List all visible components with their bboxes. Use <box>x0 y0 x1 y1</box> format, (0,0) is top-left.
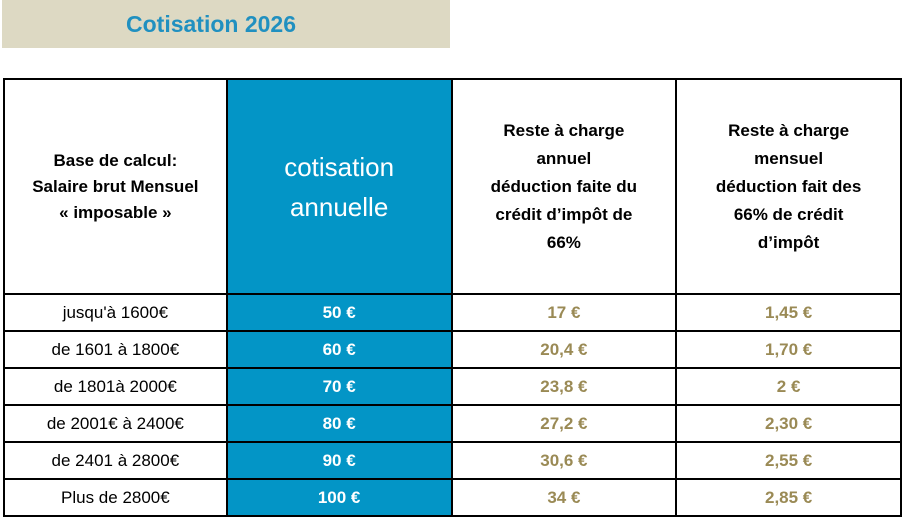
cell-base: de 2401 à 2800€ <box>3 441 228 480</box>
cell-base: Plus de 2800€ <box>3 478 228 517</box>
cell-cotisation: 90 € <box>225 441 453 480</box>
header-reste-annuel-line: crédit d’impôt de <box>495 204 633 224</box>
cell-reste-mensuel: 2,30 € <box>675 404 902 443</box>
cell-reste-mensuel: 2 € <box>675 367 902 406</box>
table-row: de 1601 à 1800€ 60 € 20,4 € 1,70 € <box>3 330 902 369</box>
cell-reste-annuel: 17 € <box>450 293 678 332</box>
cell-reste-mensuel: 1,70 € <box>675 330 902 369</box>
cell-reste-mensuel: 2,55 € <box>675 441 902 480</box>
header-reste-mensuel-line: d’impôt <box>757 232 820 252</box>
cell-reste-mensuel: 2,85 € <box>675 478 902 517</box>
cotisation-table: Base de calcul: Salaire brut Mensuel « i… <box>3 78 902 517</box>
header-base-line: Base de calcul: <box>53 150 178 170</box>
header-reste-mensuel-line: Reste à charge <box>728 120 850 140</box>
cell-reste-annuel: 27,2 € <box>450 404 678 443</box>
header-reste-mensuel-line: mensuel <box>754 148 824 168</box>
page-title: Cotisation 2026 <box>126 10 296 37</box>
table-row: Plus de 2800€ 100 € 34 € 2,85 € <box>3 478 902 517</box>
table-row: jusqu'à 1600€ 50 € 17 € 1,45 € <box>3 293 902 332</box>
table-row: de 2401 à 2800€ 90 € 30,6 € 2,55 € <box>3 441 902 480</box>
header-cotisation-line: annuelle <box>289 191 389 222</box>
cell-base: jusqu'à 1600€ <box>3 293 228 332</box>
header-reste-annuel-line: 66% <box>546 232 581 252</box>
cell-cotisation: 60 € <box>225 330 453 369</box>
header-reste-mensuel-line: déduction fait des <box>715 176 862 196</box>
cell-reste-annuel: 34 € <box>450 478 678 517</box>
header-reste-annuel-line: déduction faite du <box>490 176 638 196</box>
table-row: de 1801à 2000€ 70 € 23,8 € 2 € <box>3 367 902 406</box>
header-reste-annuel: Reste à charge annuel déduction faite du… <box>450 78 678 295</box>
cell-reste-annuel: 30,6 € <box>450 441 678 480</box>
header-reste-mensuel: Reste à charge mensuel déduction fait de… <box>675 78 902 295</box>
cell-reste-annuel: 23,8 € <box>450 367 678 406</box>
cell-cotisation: 50 € <box>225 293 453 332</box>
header-reste-annuel-line: annuel <box>536 148 592 168</box>
cell-cotisation: 80 € <box>225 404 453 443</box>
cell-base: de 2001€ à 2400€ <box>3 404 228 443</box>
header-reste-annuel-line: Reste à charge <box>503 120 625 140</box>
header-base-de-calcul: Base de calcul: Salaire brut Mensuel « i… <box>3 78 228 295</box>
header-base-line: « imposable » <box>59 202 172 222</box>
table-row: de 2001€ à 2400€ 80 € 27,2 € 2,30 € <box>3 404 902 443</box>
cell-base: de 1801à 2000€ <box>3 367 228 406</box>
header-base-line: Salaire brut Mensuel <box>32 176 199 196</box>
cell-cotisation: 100 € <box>225 478 453 517</box>
cell-base: de 1601 à 1800€ <box>3 330 228 369</box>
cell-reste-mensuel: 1,45 € <box>675 293 902 332</box>
title-banner: Cotisation 2026 <box>2 0 450 48</box>
cell-reste-annuel: 20,4 € <box>450 330 678 369</box>
header-reste-mensuel-line: 66% de crédit <box>733 204 844 224</box>
cell-cotisation: 70 € <box>225 367 453 406</box>
header-cotisation-annuelle: cotisation annuelle <box>225 78 453 295</box>
header-cotisation-line: cotisation <box>284 151 395 182</box>
table-header-row: Base de calcul: Salaire brut Mensuel « i… <box>3 78 902 295</box>
